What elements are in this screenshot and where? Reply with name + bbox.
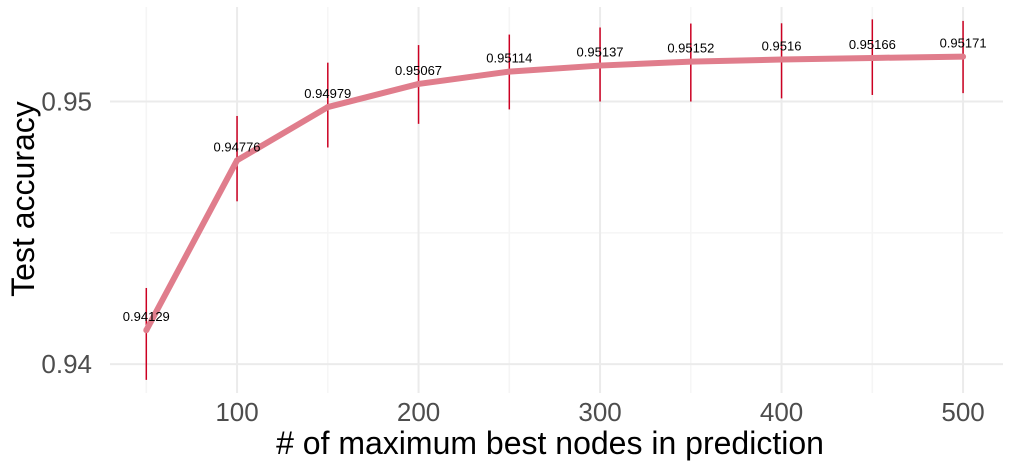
- data-point: [869, 54, 876, 61]
- data-point: [415, 80, 422, 87]
- tick-labels: 100 200 300 400 500 0.94 0.95: [41, 87, 984, 427]
- data-label: 0.9516: [762, 39, 802, 54]
- y-tick-label: 0.95: [41, 87, 92, 117]
- x-tick-label: 500: [941, 397, 984, 427]
- data-point: [597, 62, 604, 69]
- data-label: 0.95171: [940, 36, 987, 51]
- y-axis-title: Test accuracy: [5, 101, 41, 297]
- data-point: [324, 104, 331, 111]
- data-label: 0.94776: [214, 139, 261, 154]
- x-axis-title: # of maximum best nodes in prediction: [276, 425, 824, 461]
- data-labels: 0.94129 0.94776 0.94979 0.95067 0.95114 0.951…: [123, 36, 987, 325]
- x-tick-label: 300: [578, 397, 621, 427]
- series-line-group: [143, 53, 967, 334]
- data-point: [778, 56, 785, 63]
- series-line: [143, 53, 964, 332]
- grid-lines: [110, 7, 1003, 393]
- data-label: 0.95114: [486, 51, 532, 66]
- data-label: 0.94129: [123, 309, 170, 324]
- data-label: 0.95166: [849, 37, 896, 52]
- data-label: 0.95067: [395, 63, 442, 78]
- data-label: 0.94979: [304, 86, 351, 101]
- data-point: [234, 157, 241, 164]
- data-point: [687, 58, 694, 65]
- data-point: [960, 53, 967, 60]
- x-tick-label: 200: [397, 397, 440, 427]
- y-tick-label: 0.94: [41, 349, 92, 379]
- data-label: 0.95152: [667, 41, 714, 56]
- x-tick-label: 400: [760, 397, 803, 427]
- error-bars: [145, 19, 964, 380]
- data-point: [506, 68, 513, 75]
- x-tick-label: 100: [215, 397, 258, 427]
- data-label: 0.95137: [577, 45, 624, 60]
- data-point: [143, 327, 150, 334]
